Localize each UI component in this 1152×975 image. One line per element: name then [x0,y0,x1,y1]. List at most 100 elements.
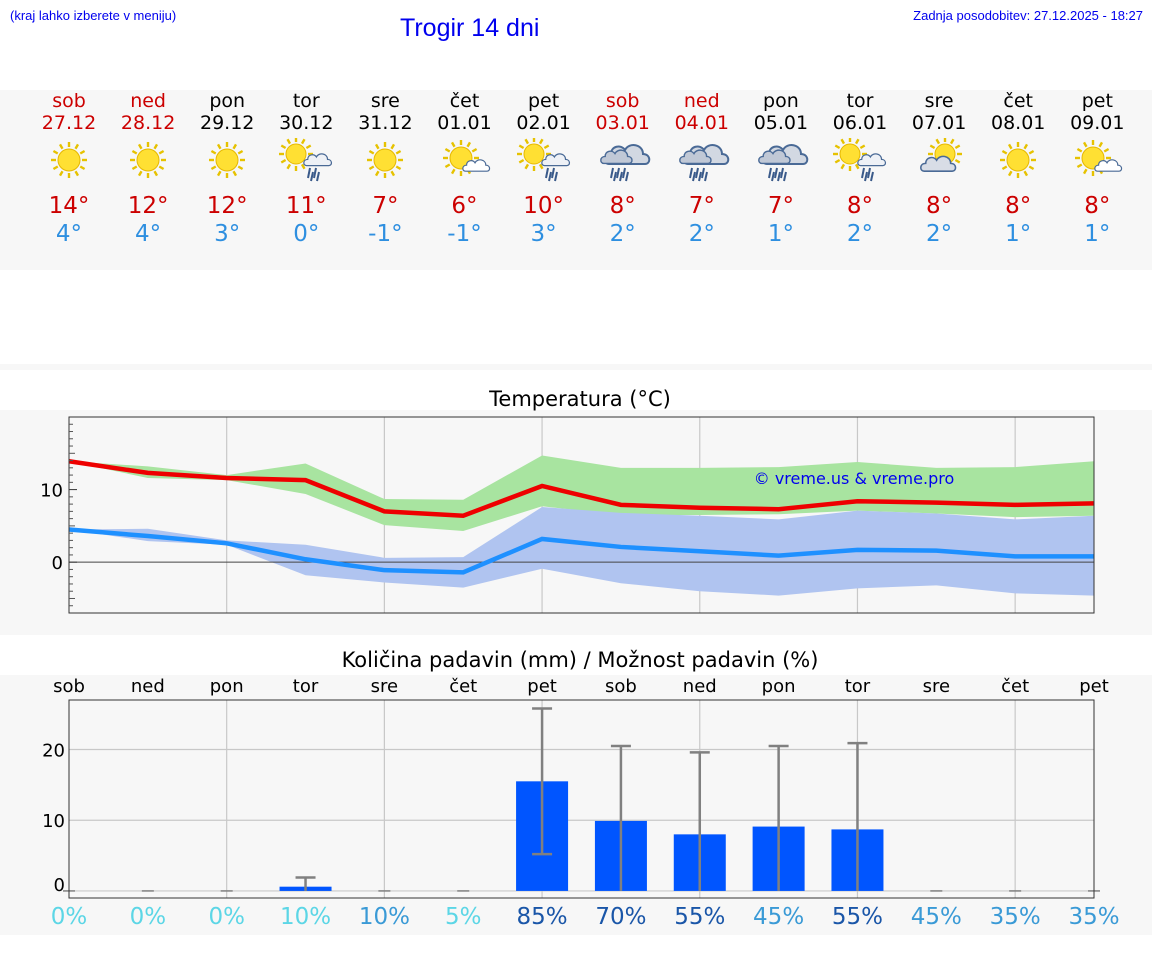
min-temperature: 2° [926,221,953,247]
precipitation-chance: 35% [989,904,1041,930]
day-column: tor 06.01 8° 2° [820,90,900,248]
day-column: pet 02.01 10° 3° [504,90,584,248]
x-tick-label: ned [682,676,717,697]
precipitation-chart: 0 10 20 [42,699,1100,899]
daily-forecast-strip: sob 27.12 14° 4° ned 28.12 12° 4° pon 29.12 12° 3° t… [0,90,1152,270]
min-temperature-band [69,507,1094,596]
max-temperature: 12° [206,193,248,219]
sun-icon [130,142,167,178]
min-temperature: -1° [368,221,403,247]
x-tick-label: sre [370,676,399,697]
watermark: © vreme.us & vreme.pro [754,469,955,488]
max-temperature: 8° [1005,193,1032,219]
day-column: sre 07.01 8° 2° [899,90,979,248]
precipitation-chance: 45% [753,904,805,930]
sun-icon [209,142,246,178]
min-temperature: 3° [214,221,241,247]
max-temperature: 8° [609,193,636,219]
x-tick-label: pon [209,676,244,697]
sun-cloud-rain-icon [279,138,333,182]
day-name: ned [683,90,720,112]
day-column: ned 28.12 12° 4° [108,90,188,248]
day-date: 08.01 [990,112,1046,134]
day-column: pon 05.01 7° 1° [741,90,821,248]
precipitation-chance: 55% [674,904,726,930]
precipitation-chance: 55% [831,904,884,930]
max-temperature: 10° [523,193,564,219]
day-date: 27.12 [41,112,97,134]
min-temperature: 2° [688,221,715,247]
plot-area [69,700,1094,898]
precipitation-chance: 10% [279,904,332,930]
temperature-chart-title: Temperatura (°C) [489,387,671,411]
day-name: pet [1081,90,1113,112]
x-tick-label: pet [527,676,557,697]
day-date: 31.12 [358,112,413,134]
y-tick-label: 20 [42,741,65,762]
day-column: čet 01.01 6° -1° [425,90,505,248]
min-temperature: 4° [135,221,162,247]
max-temperature: 7° [372,193,399,219]
x-tick-label: sre [922,676,951,697]
day-name: sob [52,90,86,112]
cloud-rain-icon [758,144,809,182]
precipitation-chance: 35% [1068,904,1120,930]
day-name: pon [763,90,799,112]
x-tick-label: tor [292,676,319,697]
sun-small-cloud-icon [1075,140,1123,176]
sun-cloud-icon [920,138,963,172]
day-name: pon [209,90,246,112]
sun-cloud-rain-icon [516,138,570,182]
max-temperature: 7° [688,193,715,219]
min-temperature: 4° [55,221,83,247]
day-date: 04.01 [674,112,729,134]
separator [0,364,1152,370]
x-tick-label: pet [1079,676,1109,697]
day-name: sre [370,90,400,112]
day-column: sre 31.12 7° -1° [345,90,425,248]
x-tick-label: sob [605,676,637,697]
sun-icon [367,142,404,178]
day-name: ned [130,90,166,112]
day-name: tor [846,90,874,112]
min-temperature: 1° [1084,221,1111,247]
day-date: 30.12 [279,112,334,134]
min-temperature: 1° [767,221,794,247]
max-temperature: 8° [926,193,953,219]
precipitation-chance: 45% [910,904,962,930]
min-temperature: 2° [846,221,874,247]
y-tick-label: 0 [54,875,65,896]
y-tick-label: 10 [42,811,65,832]
x-tick-label: ned [130,676,165,697]
precipitation-chance: 5% [444,904,482,930]
day-date: 29.12 [199,112,255,134]
day-column: ned 04.01 7° 2° [662,90,742,248]
max-temperature: 7° [767,193,794,219]
last-updated: Zadnja posodobitev: 27.12.2025 - 18:27 [913,8,1143,23]
day-date: 07.01 [911,112,967,134]
max-temperature: 6° [451,193,478,219]
min-temperature: -1° [447,221,482,247]
sun-cloud-rain-icon [833,138,887,182]
max-temperature: 12° [127,193,169,219]
day-column: pet 09.01 8° 1° [1057,90,1137,248]
plot-frame [68,416,1095,614]
x-tick-label: pon [761,676,796,697]
cloud-rain-icon [678,144,730,182]
cloud-rain-icon [599,144,650,182]
day-name: čet [449,90,480,112]
precipitation-chance: 0% [208,904,245,930]
min-temperature: 3° [530,221,557,247]
min-temperature: 0° [293,221,320,247]
day-date: 28.12 [120,112,176,134]
max-temperature-line [68,459,1095,518]
location-menu-hint: (kraj lahko izberete v meniju) [10,8,177,23]
precipitation-chance: 0% [129,904,167,930]
sun-icon [51,142,87,178]
max-temperature: 11° [285,193,327,219]
day-name: tor [292,90,320,112]
day-name: sob [605,90,640,112]
max-temperature: 14° [48,193,90,219]
plot-frame [68,699,1095,899]
min-temperature-line [68,527,1094,575]
